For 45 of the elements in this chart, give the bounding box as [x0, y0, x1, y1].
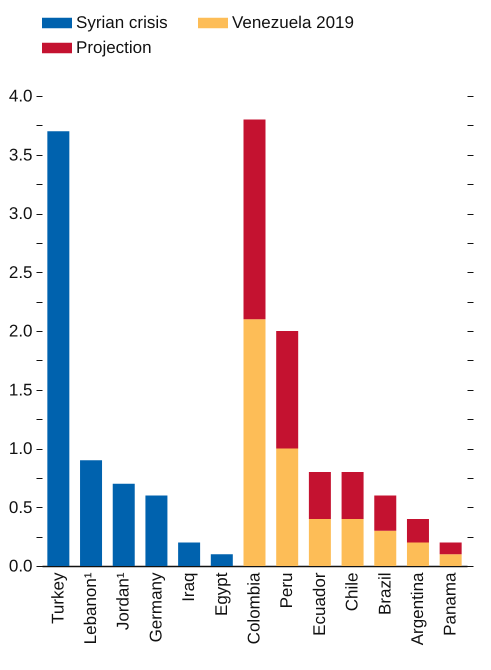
x-tick-label: Jordan¹	[114, 572, 133, 630]
bar	[244, 319, 266, 566]
y-tick-label: 3.0	[8, 204, 32, 223]
x-tick-label: Ecuador	[310, 572, 329, 636]
legend-label: Syrian crisis	[76, 13, 168, 32]
x-tick-label: Germany	[146, 572, 166, 642]
y-tick-label: 0.0	[8, 556, 32, 576]
bar	[440, 542, 462, 554]
y-tick-label: 3.5	[8, 145, 32, 164]
x-tick-label: Colombia	[244, 572, 264, 644]
bar	[80, 460, 102, 566]
x-tick-label: Panama	[440, 572, 460, 636]
bar	[342, 472, 364, 519]
bar	[112, 484, 135, 566]
bar	[210, 554, 233, 566]
y-tick-label: 1.0	[8, 439, 32, 458]
bar	[47, 131, 70, 566]
bar	[145, 496, 168, 566]
y-tick-label: 1.5	[8, 380, 32, 400]
x-tick-label: Chile	[342, 572, 362, 612]
bar	[374, 530, 396, 566]
legend-label: Projection	[76, 38, 152, 57]
bar	[308, 519, 331, 566]
x-tick-label: Peru	[277, 572, 296, 608]
x-tick-label: Iraq	[179, 572, 198, 602]
bar	[374, 496, 396, 531]
bar	[440, 554, 462, 566]
bar	[276, 331, 298, 448]
bar	[342, 519, 364, 566]
y-tick-label: 2.5	[8, 262, 32, 282]
legend-label: Venezuela 2019	[232, 13, 354, 32]
x-tick-label: Argentina	[408, 572, 427, 646]
bar	[406, 519, 429, 542]
y-tick-label: 0.5	[8, 498, 32, 517]
bar	[178, 542, 200, 566]
bar	[308, 472, 331, 519]
x-tick-label: Brazil	[375, 572, 394, 616]
x-tick-label: Turkey	[48, 572, 68, 624]
x-tick-label: Egypt	[212, 572, 231, 616]
y-tick-label: 2.0	[8, 322, 32, 340]
bar	[244, 120, 266, 320]
x-tick-label: Lebanon¹	[81, 572, 100, 644]
y-tick-label: 4.0	[8, 86, 32, 106]
bar	[406, 542, 429, 566]
bar	[276, 448, 298, 566]
